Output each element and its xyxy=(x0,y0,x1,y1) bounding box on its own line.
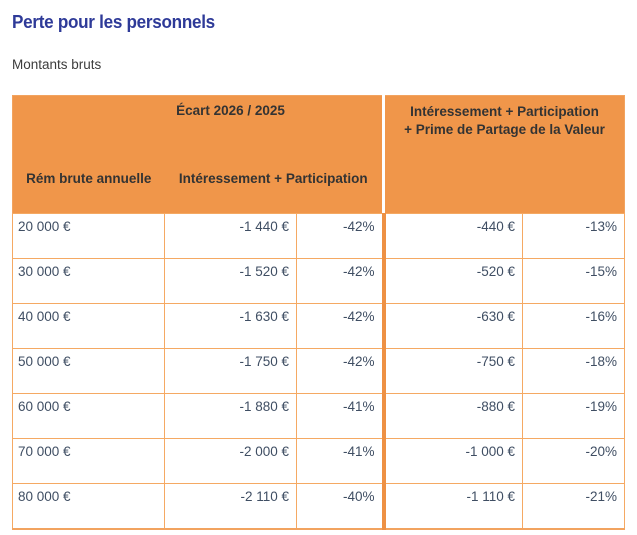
table-row: 80 000 € -2 110 € -40% -1 110 € -21% xyxy=(12,483,626,529)
loss-table: Écart 2026 / 2025 Intéressement + Partic… xyxy=(12,95,626,530)
cell-rem: 80 000 € xyxy=(12,483,165,529)
header-group-ip: Intéressement + Participation xyxy=(164,143,384,214)
cell-ippv-amount: -1 110 € xyxy=(381,483,523,529)
cell-ip-pct: -42% xyxy=(296,213,384,259)
cell-ip-amount: -1 440 € xyxy=(164,213,297,259)
cell-ippv-pct: -19% xyxy=(521,393,626,439)
cell-rem: 50 000 € xyxy=(12,348,165,394)
cell-rem: 70 000 € xyxy=(12,438,165,484)
table-header: Écart 2026 / 2025 Intéressement + Partic… xyxy=(12,95,625,214)
table-body: 20 000 € -1 440 € -42% -440 € -13% 30 00… xyxy=(12,213,626,529)
cell-ippv-pct: -15% xyxy=(521,258,626,304)
header-group-ippv-line1: Intéressement + Participation xyxy=(410,104,599,119)
cell-ip-amount: -2 110 € xyxy=(164,483,297,529)
cell-ip-pct: -42% xyxy=(296,303,384,349)
cell-rem: 30 000 € xyxy=(12,258,165,304)
cell-ippv-amount: -630 € xyxy=(381,303,523,349)
cell-ip-amount: -1 520 € xyxy=(164,258,297,304)
header-span-row: Écart 2026 / 2025 Intéressement + Partic… xyxy=(12,95,625,214)
cell-ippv-amount: -520 € xyxy=(381,258,523,304)
cell-ip-pct: -41% xyxy=(296,438,384,484)
cell-ippv-pct: -16% xyxy=(521,303,626,349)
header-group-ippv-line2: + Prime de Partage de la Valeur xyxy=(404,122,605,137)
cell-ippv-amount: -1 000 € xyxy=(381,438,523,484)
cell-ippv-pct: -20% xyxy=(521,438,626,484)
cell-rem: 40 000 € xyxy=(12,303,165,349)
cell-ippv-amount: -880 € xyxy=(381,393,523,439)
cell-ippv-pct: -21% xyxy=(521,483,626,529)
subtitle: Montants bruts xyxy=(12,57,102,72)
header-group-ippv: Intéressement + Participation + Prime de… xyxy=(381,95,625,214)
table-row: 60 000 € -1 880 € -41% -880 € -19% xyxy=(12,393,626,439)
page-title: Perte pour les personnels xyxy=(12,12,215,32)
cell-ip-amount: -1 630 € xyxy=(164,303,297,349)
header-rem-brute: Rém brute annuelle xyxy=(12,143,165,214)
table-row: 40 000 € -1 630 € -42% -630 € -16% xyxy=(12,303,626,349)
cell-rem: 60 000 € xyxy=(12,393,165,439)
cell-ip-pct: -41% xyxy=(296,393,384,439)
cell-ip-amount: -1 880 € xyxy=(164,393,297,439)
header-empty-cell xyxy=(296,95,384,143)
cell-ippv-pct: -18% xyxy=(521,348,626,394)
cell-ippv-amount: -750 € xyxy=(381,348,523,394)
header-cols-row: Rém brute annuelle Intéressement + Parti… xyxy=(12,143,625,214)
cell-ip-amount: -1 750 € xyxy=(164,348,297,394)
header-ecart: Écart 2026 / 2025 xyxy=(164,95,297,143)
table-row: 50 000 € -1 750 € -42% -750 € -18% xyxy=(12,348,626,394)
table-row: 70 000 € -2 000 € -41% -1 000 € -20% xyxy=(12,438,626,484)
header-empty-cell xyxy=(12,95,165,143)
table-row: 20 000 € -1 440 € -42% -440 € -13% xyxy=(12,213,626,259)
cell-ip-pct: -40% xyxy=(296,483,384,529)
cell-ip-pct: -42% xyxy=(296,348,384,394)
cell-ippv-pct: -13% xyxy=(521,213,626,259)
cell-ippv-amount: -440 € xyxy=(381,213,523,259)
cell-rem: 20 000 € xyxy=(12,213,165,259)
cell-ip-amount: -2 000 € xyxy=(164,438,297,484)
cell-ip-pct: -42% xyxy=(296,258,384,304)
table-row: 30 000 € -1 520 € -42% -520 € -15% xyxy=(12,258,626,304)
